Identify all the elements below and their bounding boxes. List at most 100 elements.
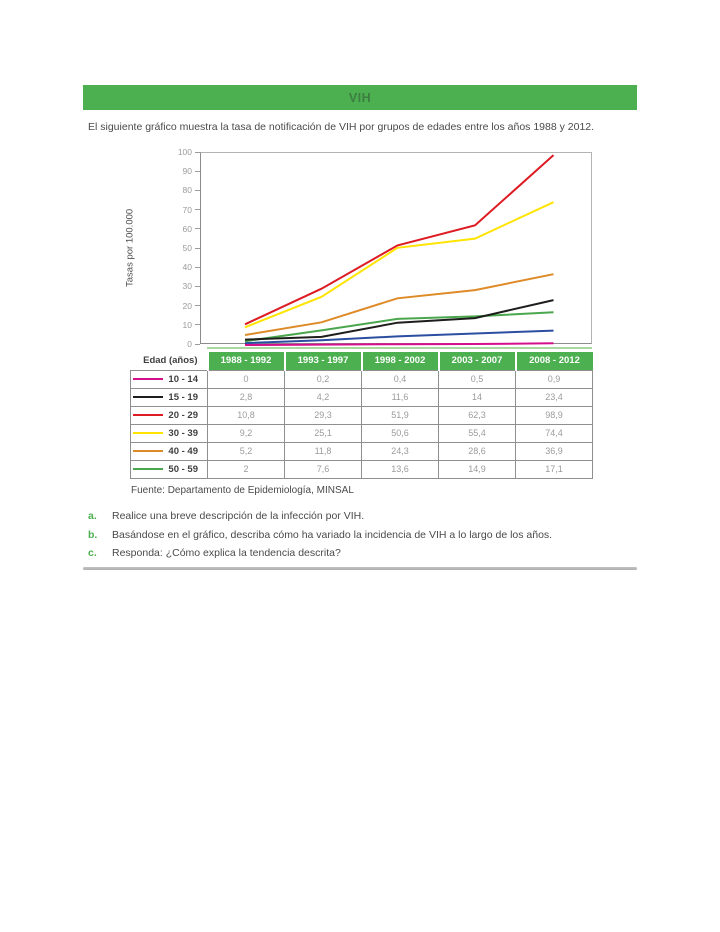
rate-value-cell: 25,1 <box>284 423 362 443</box>
age-group-inner: 40 - 49 <box>133 446 198 457</box>
question-letter: a. <box>88 510 97 522</box>
legend-line-swatch <box>133 450 163 452</box>
legend-line-swatch <box>133 378 163 380</box>
rate-value-cell: 13,6 <box>361 459 439 479</box>
y-tick-label: 50 <box>182 243 192 253</box>
legend-line-swatch <box>133 414 163 416</box>
rate-value-cell: 24,3 <box>361 441 439 461</box>
age-group-inner: 50 - 59 <box>133 464 198 475</box>
y-tick-mark <box>195 189 200 191</box>
y-tick-mark <box>195 343 200 345</box>
chart-line-20-29 <box>244 154 555 326</box>
y-tick-mark <box>195 151 200 153</box>
y-tick-label: 80 <box>182 185 192 196</box>
source-text: Fuente: Departamento de Epidemiología, M… <box>131 485 354 496</box>
y-tick: 20 <box>164 301 200 311</box>
y-tick-label: 90 <box>182 166 192 177</box>
rate-value-cell: 55,4 <box>438 423 516 443</box>
rate-value-cell: 23,4 <box>515 387 593 407</box>
table-row: 30 - 39 9,2 25,1 50,6 55,4 74,4 <box>130 423 593 443</box>
rate-value-cell: 50,6 <box>361 423 439 443</box>
rate-value-cell: 74,4 <box>515 423 593 443</box>
rate-value-cell: 14 <box>438 387 516 407</box>
rate-value-cell: 0,2 <box>284 369 362 389</box>
question-item: a. Realice una breve descripción de la in… <box>88 510 648 522</box>
title-banner: VIH <box>83 85 637 110</box>
question-letter: b. <box>88 528 98 541</box>
chart-line-15-19 <box>244 299 554 341</box>
question-text: Basándose en el gráfico, describa cómo h… <box>112 528 553 541</box>
age-group-cell: 10 - 14 <box>130 369 208 389</box>
y-tick-label: 20 <box>182 300 192 311</box>
data-table: Edad (años) 1988 - 1992 1993 - 1997 1998 -… <box>130 352 593 479</box>
chart-line-unlabeled <box>244 329 554 345</box>
rate-value-cell: 10,8 <box>207 405 285 425</box>
age-group-label: 40 - 49 <box>168 445 198 457</box>
y-tick-mark <box>195 305 200 307</box>
table-period-header: 1998 - 2002 <box>360 352 439 370</box>
table-corner-header: Edad (años) <box>130 352 208 370</box>
table-row: 40 - 49 5,2 11,8 24,3 28,6 36,9 <box>130 441 593 461</box>
y-tick-label: 40 <box>182 262 192 273</box>
y-tick-label: 0 <box>187 339 192 349</box>
age-group-cell: 50 - 59 <box>130 459 208 479</box>
rate-value-cell: 0 <box>207 369 285 389</box>
y-tick: 0 <box>164 339 200 349</box>
y-axis-label: Tasas por 100.000 <box>124 208 136 288</box>
y-axis-ticks: 0 10 20 30 40 50 60 70 80 90 100 <box>158 147 200 349</box>
rate-value-cell: 5,2 <box>207 441 285 461</box>
y-tick-label: 60 <box>182 223 192 234</box>
rate-value-cell: 9,2 <box>207 423 285 443</box>
question-letter: c. <box>88 547 97 559</box>
y-tick: 80 <box>164 185 200 195</box>
rate-value-cell: 98,9 <box>515 405 593 425</box>
chart-plot-area <box>200 152 592 346</box>
rate-value-cell: 0,4 <box>361 369 439 389</box>
page-title: VIH <box>348 90 372 105</box>
age-group-label: 20 - 29 <box>168 409 198 421</box>
question-text: Realice una breve descripción de la infe… <box>112 510 365 522</box>
legend-line-swatch <box>133 468 163 470</box>
rate-value-cell: 0,9 <box>515 369 593 389</box>
age-group-label: 50 - 59 <box>168 463 198 475</box>
y-tick: 50 <box>164 243 200 253</box>
y-tick: 90 <box>164 166 200 176</box>
y-tick-mark <box>195 247 200 249</box>
rate-value-cell: 7,6 <box>284 459 362 479</box>
y-tick-mark <box>195 266 200 268</box>
y-tick: 40 <box>164 262 200 272</box>
table-period-header: 2003 - 2007 <box>437 352 516 370</box>
y-tick: 30 <box>164 281 200 291</box>
rate-value-cell: 0,5 <box>438 369 516 389</box>
age-group-label: 15 - 19 <box>168 391 198 403</box>
y-tick-mark <box>195 324 200 326</box>
question-text: Responda: ¿Cómo explica la tendencia des… <box>112 547 341 559</box>
rate-value-cell: 36,9 <box>515 441 593 461</box>
chart-line-40-49 <box>244 273 554 336</box>
table-period-header: 2008 - 2012 <box>514 352 593 370</box>
rate-value-cell: 2,8 <box>207 387 285 407</box>
rate-value-cell: 14,9 <box>438 459 516 479</box>
age-group-inner: 30 - 39 <box>133 428 198 439</box>
age-group-cell: 15 - 19 <box>130 387 208 407</box>
table-period-header: 1988 - 1992 <box>206 352 285 370</box>
y-tick: 60 <box>164 224 200 234</box>
y-tick-mark <box>195 170 200 172</box>
age-group-inner: 10 - 14 <box>133 374 198 385</box>
question-item: c. Responda: ¿Cómo explica la tendencia d… <box>88 547 648 559</box>
question-item: b. Basándose en el gráfico, describa cómo… <box>88 529 648 541</box>
y-tick-label: 70 <box>182 204 192 215</box>
chart-line-10-14 <box>244 342 554 346</box>
table-row: 15 - 19 2,8 4,2 11,6 14 23,4 <box>130 387 593 407</box>
rate-value-cell: 11,8 <box>284 441 362 461</box>
y-tick: 100 <box>164 147 200 157</box>
age-group-label: 30 - 39 <box>168 427 198 439</box>
chart-line-50-59 <box>244 311 554 343</box>
rate-value-cell: 51,9 <box>361 405 439 425</box>
y-tick-label: 100 <box>177 147 192 157</box>
y-tick-label: 10 <box>182 319 192 330</box>
rate-value-cell: 11,6 <box>361 387 439 407</box>
age-group-cell: 40 - 49 <box>130 441 208 461</box>
rate-value-cell: 2 <box>207 459 285 479</box>
